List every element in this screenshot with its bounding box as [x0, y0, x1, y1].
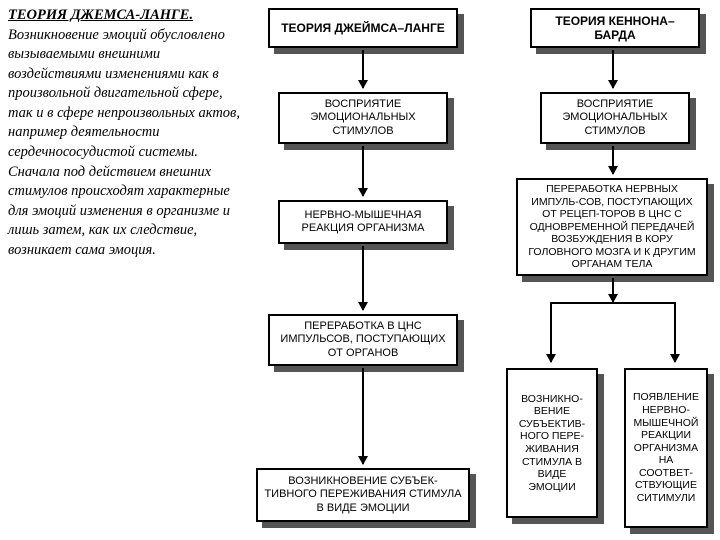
left-n1-text: ВОСПРИЯТИЕ ЭМОЦИОНАЛЬНЫХ СТИМУЛОВ — [285, 98, 441, 138]
left-n2-box: НЕРВНО-МЫШЕЧНАЯ РЕАКЦИЯ ОРГАНИЗМА — [278, 200, 448, 244]
right-n1-box: ВОСПРИЯТИЕ ЭМОЦИОНАЛЬНЫХ СТИМУЛОВ — [540, 92, 690, 144]
left-body: Возникновение эмоций обусловлено вызывае… — [8, 27, 240, 258]
right-header-box: ТЕОРИЯ КЕННОНА–БАРДА — [530, 8, 700, 48]
right-n3b-text: ПОЯВЛЕНИЕ НЕРВНО-МЫШЕЧНОЙ РЕАКЦИИ ОРГАНИ… — [631, 391, 701, 504]
left-n2-text: НЕРВНО-МЫШЕЧНАЯ РЕАКЦИЯ ОРГАНИЗМА — [285, 209, 441, 235]
right-header-text: ТЕОРИЯ КЕННОНА–БАРДА — [537, 14, 693, 43]
left-n3-text: ПЕРЕРАБОТКА В ЦНС ИМПУЛЬСОВ, ПОСТУПАЮЩИХ… — [275, 320, 451, 360]
right-n3a-text: ВОЗНИКНО-ВЕНИЕ СУБЪЕКТИВ-НОГО ПЕРЕ-ЖИВАН… — [513, 393, 591, 494]
left-n4-box: ВОЗНИКНОВЕНИЕ СУБЪЕК-ТИВНОГО ПЕРЕЖИВАНИЯ… — [256, 468, 470, 522]
arrow — [550, 302, 552, 362]
arrow — [612, 50, 614, 88]
right-n2-box: ПЕРЕРАБОТКА НЕРВНЫХ ИМПУЛЬ-СОВ, ПОСТУПАЮ… — [516, 178, 708, 276]
arrow — [362, 246, 364, 310]
right-n2-text: ПЕРЕРАБОТКА НЕРВНЫХ ИМПУЛЬ-СОВ, ПОСТУПАЮ… — [523, 183, 701, 271]
left-description: ТЕОРИЯ ДЖЕМСА-ЛАНГЕ. Возникновение эмоци… — [8, 6, 246, 260]
arrow — [362, 368, 364, 464]
left-n1-box: ВОСПРИЯТИЕ ЭМОЦИОНАЛЬНЫХ СТИМУЛОВ — [278, 92, 448, 144]
arrow — [612, 146, 614, 174]
left-n4-text: ВОЗНИКНОВЕНИЕ СУБЪЕК-ТИВНОГО ПЕРЕЖИВАНИЯ… — [263, 475, 463, 515]
left-header-box: ТЕОРИЯ ДЖЕЙМСА–ЛАНГЕ — [268, 8, 458, 48]
flowchart: ТЕОРИЯ ДЖЕЙМСА–ЛАНГЕ ВОСПРИЯТИЕ ЭМОЦИОНА… — [250, 2, 716, 538]
left-n3-box: ПЕРЕРАБОТКА В ЦНС ИМПУЛЬСОВ, ПОСТУПАЮЩИХ… — [268, 314, 458, 366]
right-n3a-box: ВОЗНИКНО-ВЕНИЕ СУБЪЕКТИВ-НОГО ПЕРЕ-ЖИВАН… — [506, 368, 598, 518]
right-n3b-box: ПОЯВЛЕНИЕ НЕРВНО-МЫШЕЧНОЙ РЕАКЦИИ ОРГАНИ… — [624, 368, 708, 528]
right-n1-text: ВОСПРИЯТИЕ ЭМОЦИОНАЛЬНЫХ СТИМУЛОВ — [547, 98, 683, 138]
arrow — [362, 146, 364, 196]
stub — [612, 278, 614, 302]
left-title: ТЕОРИЯ ДЖЕМСА-ЛАНГЕ. — [8, 7, 193, 23]
arrow — [674, 302, 676, 362]
arrow — [362, 50, 364, 88]
left-header-text: ТЕОРИЯ ДЖЕЙМСА–ЛАНГЕ — [281, 21, 445, 35]
